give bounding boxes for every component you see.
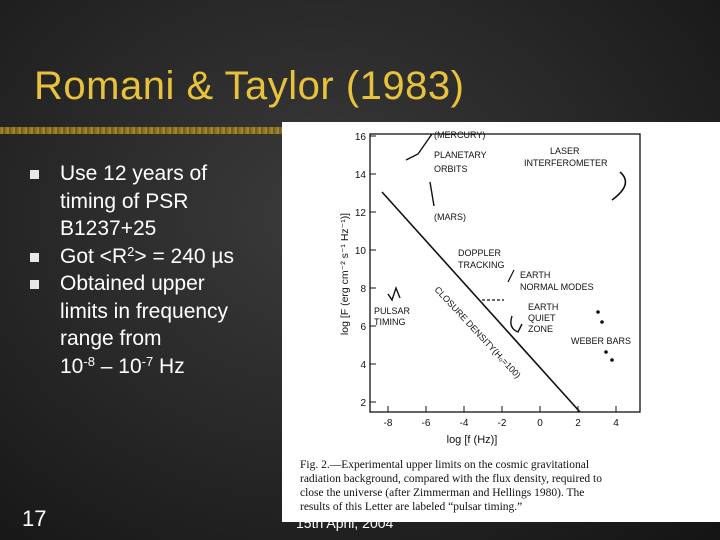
y-tick-label: 12 — [355, 208, 367, 219]
x-tick-label: 4 — [613, 418, 619, 429]
weber-point — [610, 358, 614, 362]
range-unit: Hz — [153, 354, 185, 378]
slide-title: Romani & Taylor (1983) — [34, 64, 465, 108]
bullet-marker-icon — [30, 280, 39, 289]
pulsar-limit-curve — [387, 285, 401, 302]
bullet-item: Got <R2> = 240 µs — [30, 243, 280, 271]
doppler-label: DOPPLER — [458, 248, 502, 258]
earth-quiet-label: EARTH — [528, 302, 558, 312]
earth-normal-label: EARTH — [520, 270, 550, 280]
bullet-list: Use 12 years of timing of PSR B1237+25 G… — [30, 160, 280, 380]
x-tick-label: -2 — [498, 418, 507, 429]
footer-date: 15th April, 2004 — [296, 515, 394, 531]
weber-point — [596, 310, 600, 314]
closure-density-line — [381, 191, 581, 413]
x-tick-label: 0 — [537, 418, 543, 429]
caption-line: Fig. 2.—Experimental upper limits on the… — [300, 459, 589, 471]
planetary-label: PLANETARY — [434, 150, 487, 160]
y-ticks: 16 14 12 10 8 6 4 2 — [355, 132, 376, 409]
figure-image: log [F (erg cm⁻² s⁻¹ Hz⁻¹)] 16 14 12 10 8 6 4 2… — [282, 122, 720, 522]
y-tick-label: 8 — [360, 284, 366, 295]
quiet-label: QUIET — [528, 313, 556, 323]
earth-normal-arrow — [507, 269, 515, 283]
mercury-arrow — [405, 133, 433, 161]
weber-point — [600, 320, 604, 324]
bullet-line: Got <R2> = 240 µs — [60, 243, 280, 271]
y-tick-label: 16 — [355, 132, 367, 143]
x-axis-label: log [f (Hz)] — [447, 434, 498, 446]
weber-point — [604, 350, 608, 354]
y-tick-label: 4 — [360, 360, 366, 371]
bullet-line: Use 12 years of — [60, 162, 208, 185]
bullet-marker-icon — [30, 252, 39, 262]
range-base: 10 — [60, 354, 84, 378]
bullet-marker-icon — [30, 170, 39, 179]
y-tick-label: 10 — [355, 246, 367, 257]
zone-label: ZONE — [528, 324, 553, 334]
x-tick-label: -6 — [422, 418, 431, 429]
laser-label: LASER — [550, 146, 580, 156]
bullet-line: range from — [60, 327, 162, 350]
weber-bars-label: WEBER BARS — [571, 336, 631, 346]
mars-label: (MARS) — [434, 212, 466, 222]
bullet-item: Use 12 years of timing of PSR B1237+25 — [30, 160, 280, 243]
x-tick-label: -8 — [384, 418, 393, 429]
superscript: -7 — [141, 353, 154, 369]
bullet-item: Obtained upper limits in frequency range… — [30, 270, 280, 380]
bullet-line: timing of PSR — [60, 189, 189, 213]
y-axis-label: log [F (erg cm⁻² s⁻¹ Hz⁻¹)] — [339, 213, 351, 335]
bullet-text: Got <R — [60, 244, 128, 268]
slide-number: 17 — [22, 506, 47, 531]
figure-graph: log [F (erg cm⁻² s⁻¹ Hz⁻¹)] 16 14 12 10 8 6 4 2… — [300, 130, 641, 513]
x-ticks: -8 -6 -4 -2 0 2 4 — [384, 406, 619, 429]
mars-arrow — [429, 181, 435, 207]
x-tick-label: -4 — [460, 418, 469, 429]
superscript: 2 — [127, 243, 135, 259]
laser-curve — [611, 171, 627, 201]
figure-caption: Fig. 2.—Experimental upper limits on the… — [300, 459, 602, 513]
caption-line: results of this Letter are labeled “puls… — [300, 501, 522, 513]
normal-modes-label: NORMAL MODES — [520, 282, 594, 292]
x-tick-label: 2 — [575, 418, 581, 429]
timing-label: TIMING — [374, 317, 406, 327]
caption-line: radiation background, compared with the … — [300, 473, 602, 485]
y-tick-label: 14 — [355, 170, 367, 181]
y-tick-label: 2 — [360, 398, 366, 409]
pulsar-label: PULSAR — [374, 306, 411, 316]
bullet-text: > = 240 µs — [134, 244, 235, 268]
tracking-label: TRACKING — [458, 260, 505, 270]
bullet-line: limits in frequency — [60, 299, 229, 323]
range-mid: – 10 — [94, 354, 142, 378]
superscript: -8 — [83, 353, 95, 369]
caption-line: close the universe (after Zimmerman and … — [300, 487, 584, 499]
bullet-line: 10-8 – 10-7 Hz — [60, 353, 280, 381]
y-tick-label: 6 — [360, 322, 366, 333]
bullet-line: B1237+25 — [60, 217, 157, 240]
plot-frame — [369, 133, 641, 413]
earth-quiet-curve — [510, 315, 523, 333]
interferometer-label: INTERFEROMETER — [524, 158, 608, 168]
mercury-label: (MERCURY) — [434, 130, 485, 140]
orbits-label: ORBITS — [434, 164, 468, 174]
bullet-line: Obtained upper — [60, 272, 205, 295]
